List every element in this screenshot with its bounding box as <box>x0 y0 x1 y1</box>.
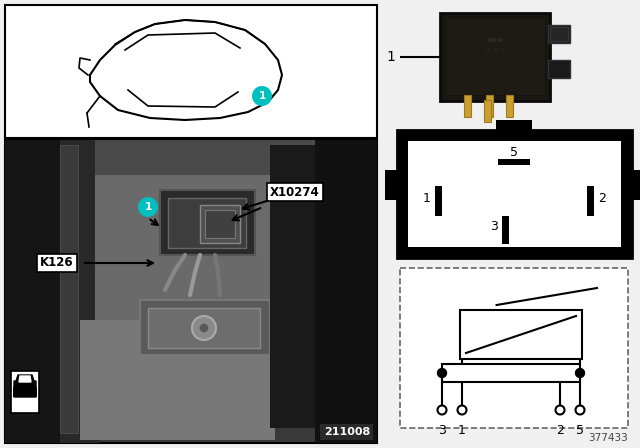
Text: 211008: 211008 <box>324 427 370 437</box>
Circle shape <box>458 405 467 414</box>
Text: 1: 1 <box>145 202 152 212</box>
Bar <box>548 25 570 43</box>
Bar <box>160 190 255 255</box>
Text: 1: 1 <box>259 91 266 101</box>
Bar <box>506 95 513 117</box>
Bar <box>80 320 275 440</box>
Circle shape <box>438 405 447 414</box>
Bar <box>445 17 545 95</box>
Bar <box>95 170 315 420</box>
Text: 1: 1 <box>386 50 395 64</box>
Bar <box>629 170 640 200</box>
Bar <box>484 100 491 122</box>
Bar <box>496 120 532 134</box>
Bar <box>442 364 580 382</box>
Bar <box>435 186 442 216</box>
Circle shape <box>438 369 447 378</box>
Bar <box>270 145 315 428</box>
Bar <box>400 268 628 428</box>
Bar <box>5 5 377 138</box>
Bar <box>168 198 246 248</box>
Text: 3: 3 <box>438 424 446 437</box>
Bar <box>587 186 594 216</box>
Circle shape <box>575 405 584 414</box>
Bar <box>11 371 39 413</box>
Text: BMW: BMW <box>487 38 503 43</box>
Bar <box>464 95 471 117</box>
Bar <box>5 140 377 443</box>
Bar <box>548 60 570 78</box>
Text: 5: 5 <box>576 424 584 437</box>
Bar <box>385 170 400 200</box>
Text: 1: 1 <box>423 191 431 204</box>
Text: 3: 3 <box>490 220 498 233</box>
Bar <box>140 300 270 355</box>
Bar <box>148 308 260 348</box>
Circle shape <box>199 323 209 333</box>
Text: X10274: X10274 <box>270 185 320 198</box>
Text: 2: 2 <box>598 191 606 204</box>
Polygon shape <box>14 375 36 397</box>
Bar <box>498 159 530 165</box>
Circle shape <box>575 369 584 378</box>
Text: K126: K126 <box>40 257 74 270</box>
Bar <box>13 387 18 397</box>
Text: 2: 2 <box>556 424 564 437</box>
Circle shape <box>192 316 216 340</box>
Bar <box>460 310 582 359</box>
Circle shape <box>556 405 564 414</box>
Text: 5: 5 <box>510 146 518 159</box>
Bar <box>60 140 100 443</box>
Bar <box>502 216 509 244</box>
Circle shape <box>138 197 158 217</box>
Bar <box>5 140 60 443</box>
Bar <box>486 95 493 117</box>
Text: 1: 1 <box>458 424 466 437</box>
Bar <box>32 387 37 397</box>
Bar <box>95 140 315 175</box>
Bar <box>315 140 377 443</box>
Bar <box>440 13 550 101</box>
Bar <box>408 141 621 247</box>
Bar <box>550 27 568 41</box>
Text: 61.36-8: 61.36-8 <box>486 47 504 52</box>
Circle shape <box>252 86 272 106</box>
Bar <box>205 210 235 238</box>
Polygon shape <box>19 376 31 382</box>
Bar <box>397 130 632 258</box>
Text: 377433: 377433 <box>588 433 628 443</box>
Bar <box>200 205 240 243</box>
Bar <box>60 145 78 433</box>
